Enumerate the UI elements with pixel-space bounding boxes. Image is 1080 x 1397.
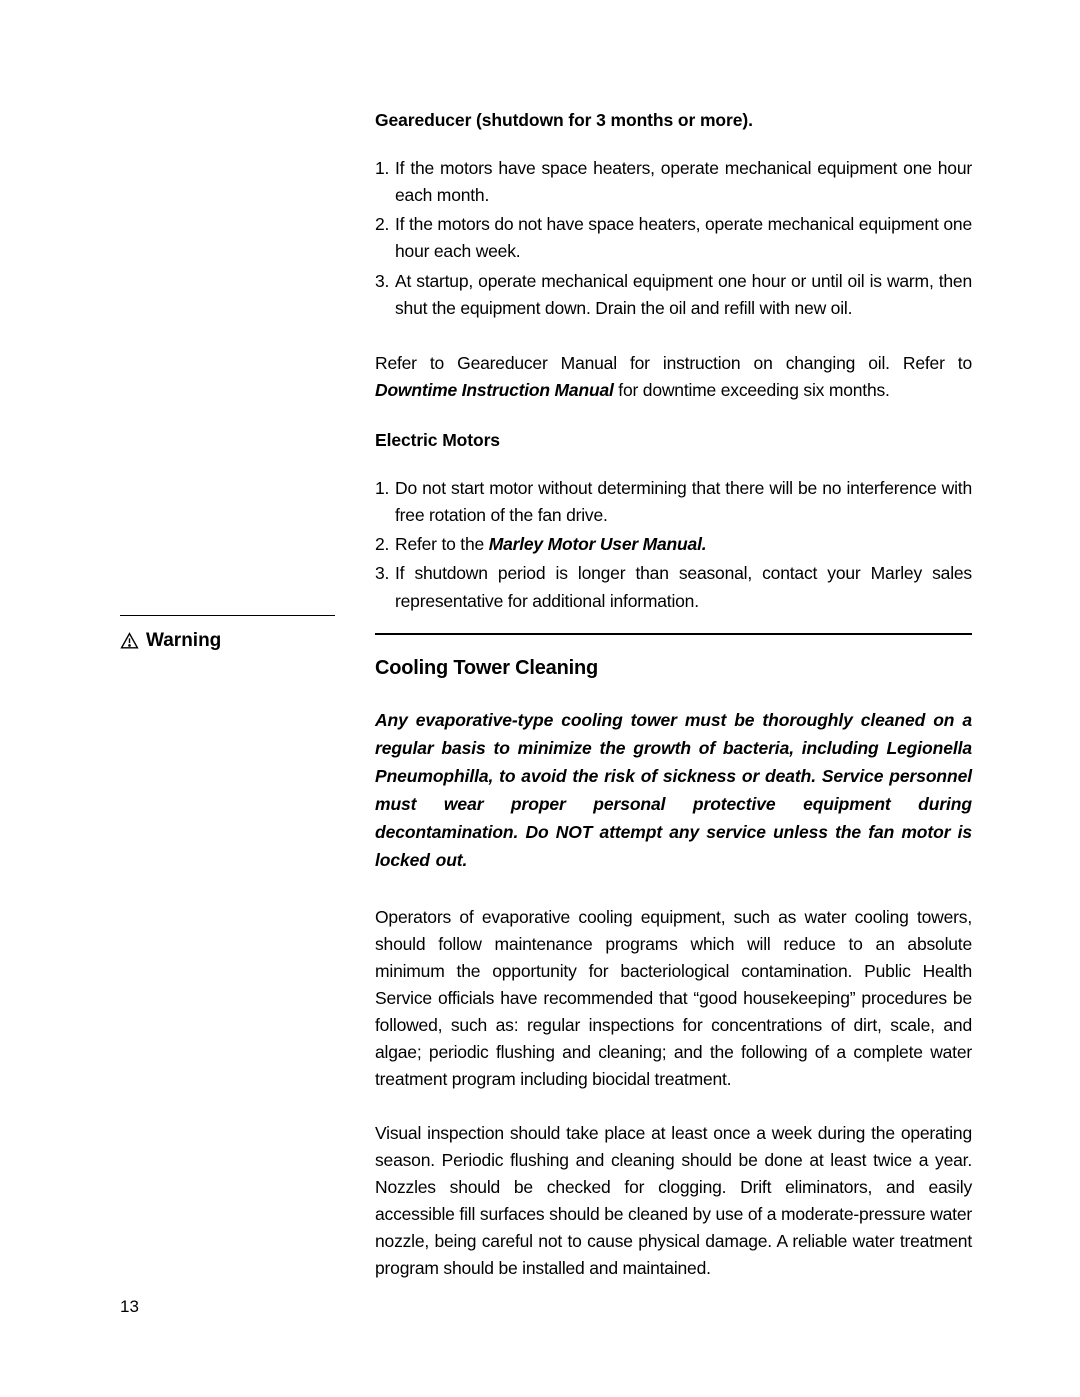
list-item: 3. If shutdown period is longer than sea…	[375, 560, 972, 614]
warning-triangle-icon	[120, 632, 139, 650]
sidebar-column: Warning	[120, 110, 335, 1308]
list-item: 2. Refer to the Marley Motor User Manual…	[375, 531, 972, 558]
section-divider	[375, 633, 972, 635]
sidebar-rule	[120, 615, 335, 616]
text-fragment: Refer to Geareducer Manual for instructi…	[375, 353, 972, 373]
list-item: 1. If the motors have space heaters, ope…	[375, 155, 972, 209]
list-number: 1.	[375, 475, 395, 529]
warning-label-text: Warning	[146, 630, 221, 652]
list-number: 1.	[375, 155, 395, 209]
warning-callout: Warning	[120, 630, 335, 652]
list-text: At startup, operate mechanical equipment…	[395, 268, 972, 322]
warning-paragraph: Any evaporative-type cooling tower must …	[375, 706, 972, 874]
list-text: If the motors have space heaters, operat…	[395, 155, 972, 209]
paragraph-operators: Operators of evaporative cooling equipme…	[375, 904, 972, 1094]
list-number: 3.	[375, 560, 395, 614]
list-item: 2. If the motors do not have space heate…	[375, 211, 972, 265]
ordered-list-geareducer: 1. If the motors have space heaters, ope…	[375, 155, 972, 322]
paragraph-geareducer-refer: Refer to Geareducer Manual for instructi…	[375, 350, 972, 404]
list-item: 1. Do not start motor without determinin…	[375, 475, 972, 529]
text-fragment: for downtime exceeding six months.	[614, 380, 890, 400]
text-bold-italic: Downtime Instruction Manual	[375, 380, 614, 400]
page-number: 13	[120, 1297, 139, 1317]
list-text: If the motors do not have space heaters,…	[395, 211, 972, 265]
main-content: Geareducer (shutdown for 3 months or mor…	[375, 110, 972, 1308]
list-text: Refer to the Marley Motor User Manual.	[395, 531, 972, 558]
heading-cooling-tower: Cooling Tower Cleaning	[375, 657, 972, 680]
list-text: If shutdown period is longer than season…	[395, 560, 972, 614]
list-item: 3. At startup, operate mechanical equipm…	[375, 268, 972, 322]
list-number: 3.	[375, 268, 395, 322]
list-text: Do not start motor without determining t…	[395, 475, 972, 529]
text-bold-italic: Marley Motor User Manual.	[489, 534, 707, 554]
list-number: 2.	[375, 211, 395, 265]
document-page: Warning Geareducer (shutdown for 3 month…	[0, 0, 1080, 1308]
section-title-motors: Electric Motors	[375, 430, 972, 451]
list-number: 2.	[375, 531, 395, 558]
paragraph-inspection: Visual inspection should take place at l…	[375, 1120, 972, 1283]
section-title-geareducer: Geareducer (shutdown for 3 months or mor…	[375, 110, 972, 131]
ordered-list-motors: 1. Do not start motor without determinin…	[375, 475, 972, 615]
text-fragment: Refer to the	[395, 534, 489, 554]
